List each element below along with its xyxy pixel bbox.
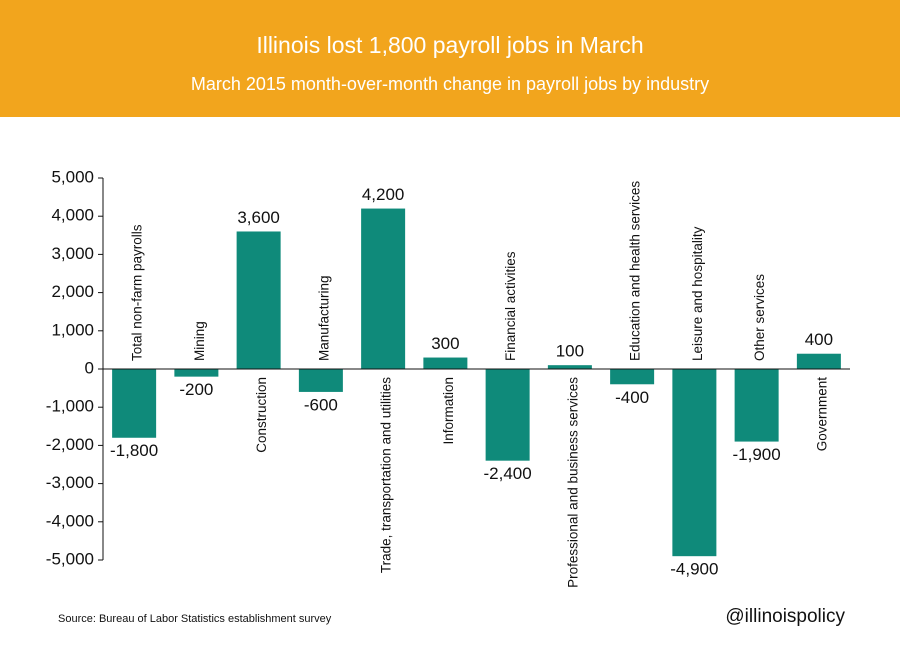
y-tick-label: 1,000 xyxy=(51,320,94,339)
y-tick-label: 2,000 xyxy=(51,282,94,301)
category-label: Information xyxy=(441,377,456,445)
category-label: Manufacturing xyxy=(316,275,331,361)
bar xyxy=(174,369,219,377)
category-label: Other services xyxy=(752,274,767,361)
source-note: Source: Bureau of Labor Statistics estab… xyxy=(58,613,332,625)
category-label: Financial activities xyxy=(503,251,518,361)
value-label: 4,200 xyxy=(362,185,405,204)
value-label: 3,600 xyxy=(237,208,280,227)
category-label: Construction xyxy=(254,377,269,453)
bar xyxy=(236,231,281,369)
y-tick-label: 4,000 xyxy=(51,206,94,225)
value-label: -1,900 xyxy=(733,445,781,464)
value-label: -4,900 xyxy=(670,560,718,579)
bar xyxy=(672,369,717,557)
bar xyxy=(547,365,592,369)
value-label: 100 xyxy=(556,342,584,361)
category-label: Trade, transportation and utilities xyxy=(379,377,394,573)
category-label: Mining xyxy=(192,321,207,361)
category-label: Leisure and hospitality xyxy=(690,226,705,361)
bar xyxy=(734,369,779,442)
category-label: Government xyxy=(814,377,829,452)
bar xyxy=(298,369,343,392)
header-band xyxy=(0,0,900,117)
y-tick-label: -3,000 xyxy=(46,473,94,492)
value-label: -1,800 xyxy=(110,441,158,460)
value-label: -2,400 xyxy=(484,464,532,483)
y-tick-label: 3,000 xyxy=(51,244,94,263)
bar xyxy=(485,369,530,461)
value-label: -200 xyxy=(179,380,213,399)
value-label: -400 xyxy=(615,388,649,407)
y-tick-label: -2,000 xyxy=(46,435,94,454)
bar xyxy=(361,208,406,369)
chart-subtitle: March 2015 month-over-month change in pa… xyxy=(191,74,709,94)
y-tick-label: 5,000 xyxy=(51,167,94,186)
credit: @illinoispolicy xyxy=(725,606,845,627)
category-label: Total non-farm payrolls xyxy=(130,224,145,361)
bar xyxy=(112,369,157,438)
chart-title: Illinois lost 1,800 payroll jobs in Marc… xyxy=(256,32,643,58)
value-label: 400 xyxy=(805,330,833,349)
value-label: -600 xyxy=(304,395,338,414)
y-tick-label: 0 xyxy=(85,358,94,377)
bar xyxy=(423,357,468,369)
y-tick-label: -4,000 xyxy=(46,511,94,530)
bar xyxy=(610,369,655,385)
bar xyxy=(796,353,841,369)
value-label: 300 xyxy=(431,334,459,353)
y-tick-label: -1,000 xyxy=(46,397,94,416)
category-label: Professional and business services xyxy=(565,377,580,588)
category-label: Education and health services xyxy=(628,181,643,361)
y-tick-label: -5,000 xyxy=(46,549,94,568)
